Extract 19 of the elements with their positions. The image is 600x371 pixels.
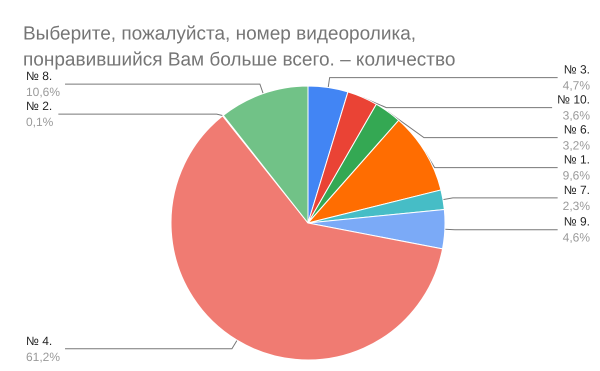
slice-label: № 8. bbox=[26, 69, 52, 84]
slice-label: № 10. bbox=[557, 92, 590, 107]
slice-label: № 7. bbox=[564, 182, 590, 197]
data-label: 2,3% bbox=[562, 198, 590, 213]
slice-label: № 9. bbox=[564, 214, 590, 229]
data-label: 3,2% bbox=[562, 138, 590, 153]
chart-title: Выберите, пожалуйста, номер видеоролика, понравившийся Вам больше всего. – количество bbox=[23, 24, 456, 70]
data-label: 3,6% bbox=[562, 108, 590, 123]
data-label: 4,7% bbox=[562, 78, 590, 93]
slice-label: № 4. bbox=[26, 334, 52, 348]
data-label: 9,6% bbox=[562, 168, 590, 183]
data-label: 10,6% bbox=[26, 85, 60, 100]
slice-label: № 2. bbox=[26, 99, 52, 114]
slice-label: № 1. bbox=[564, 152, 590, 167]
slice-label: № 6. bbox=[564, 122, 590, 137]
data-label: 4,6% bbox=[562, 230, 590, 245]
data-label: 0,1% bbox=[26, 115, 54, 130]
data-label: 61,2% bbox=[26, 350, 60, 364]
slice-label: № 3. bbox=[564, 62, 590, 77]
